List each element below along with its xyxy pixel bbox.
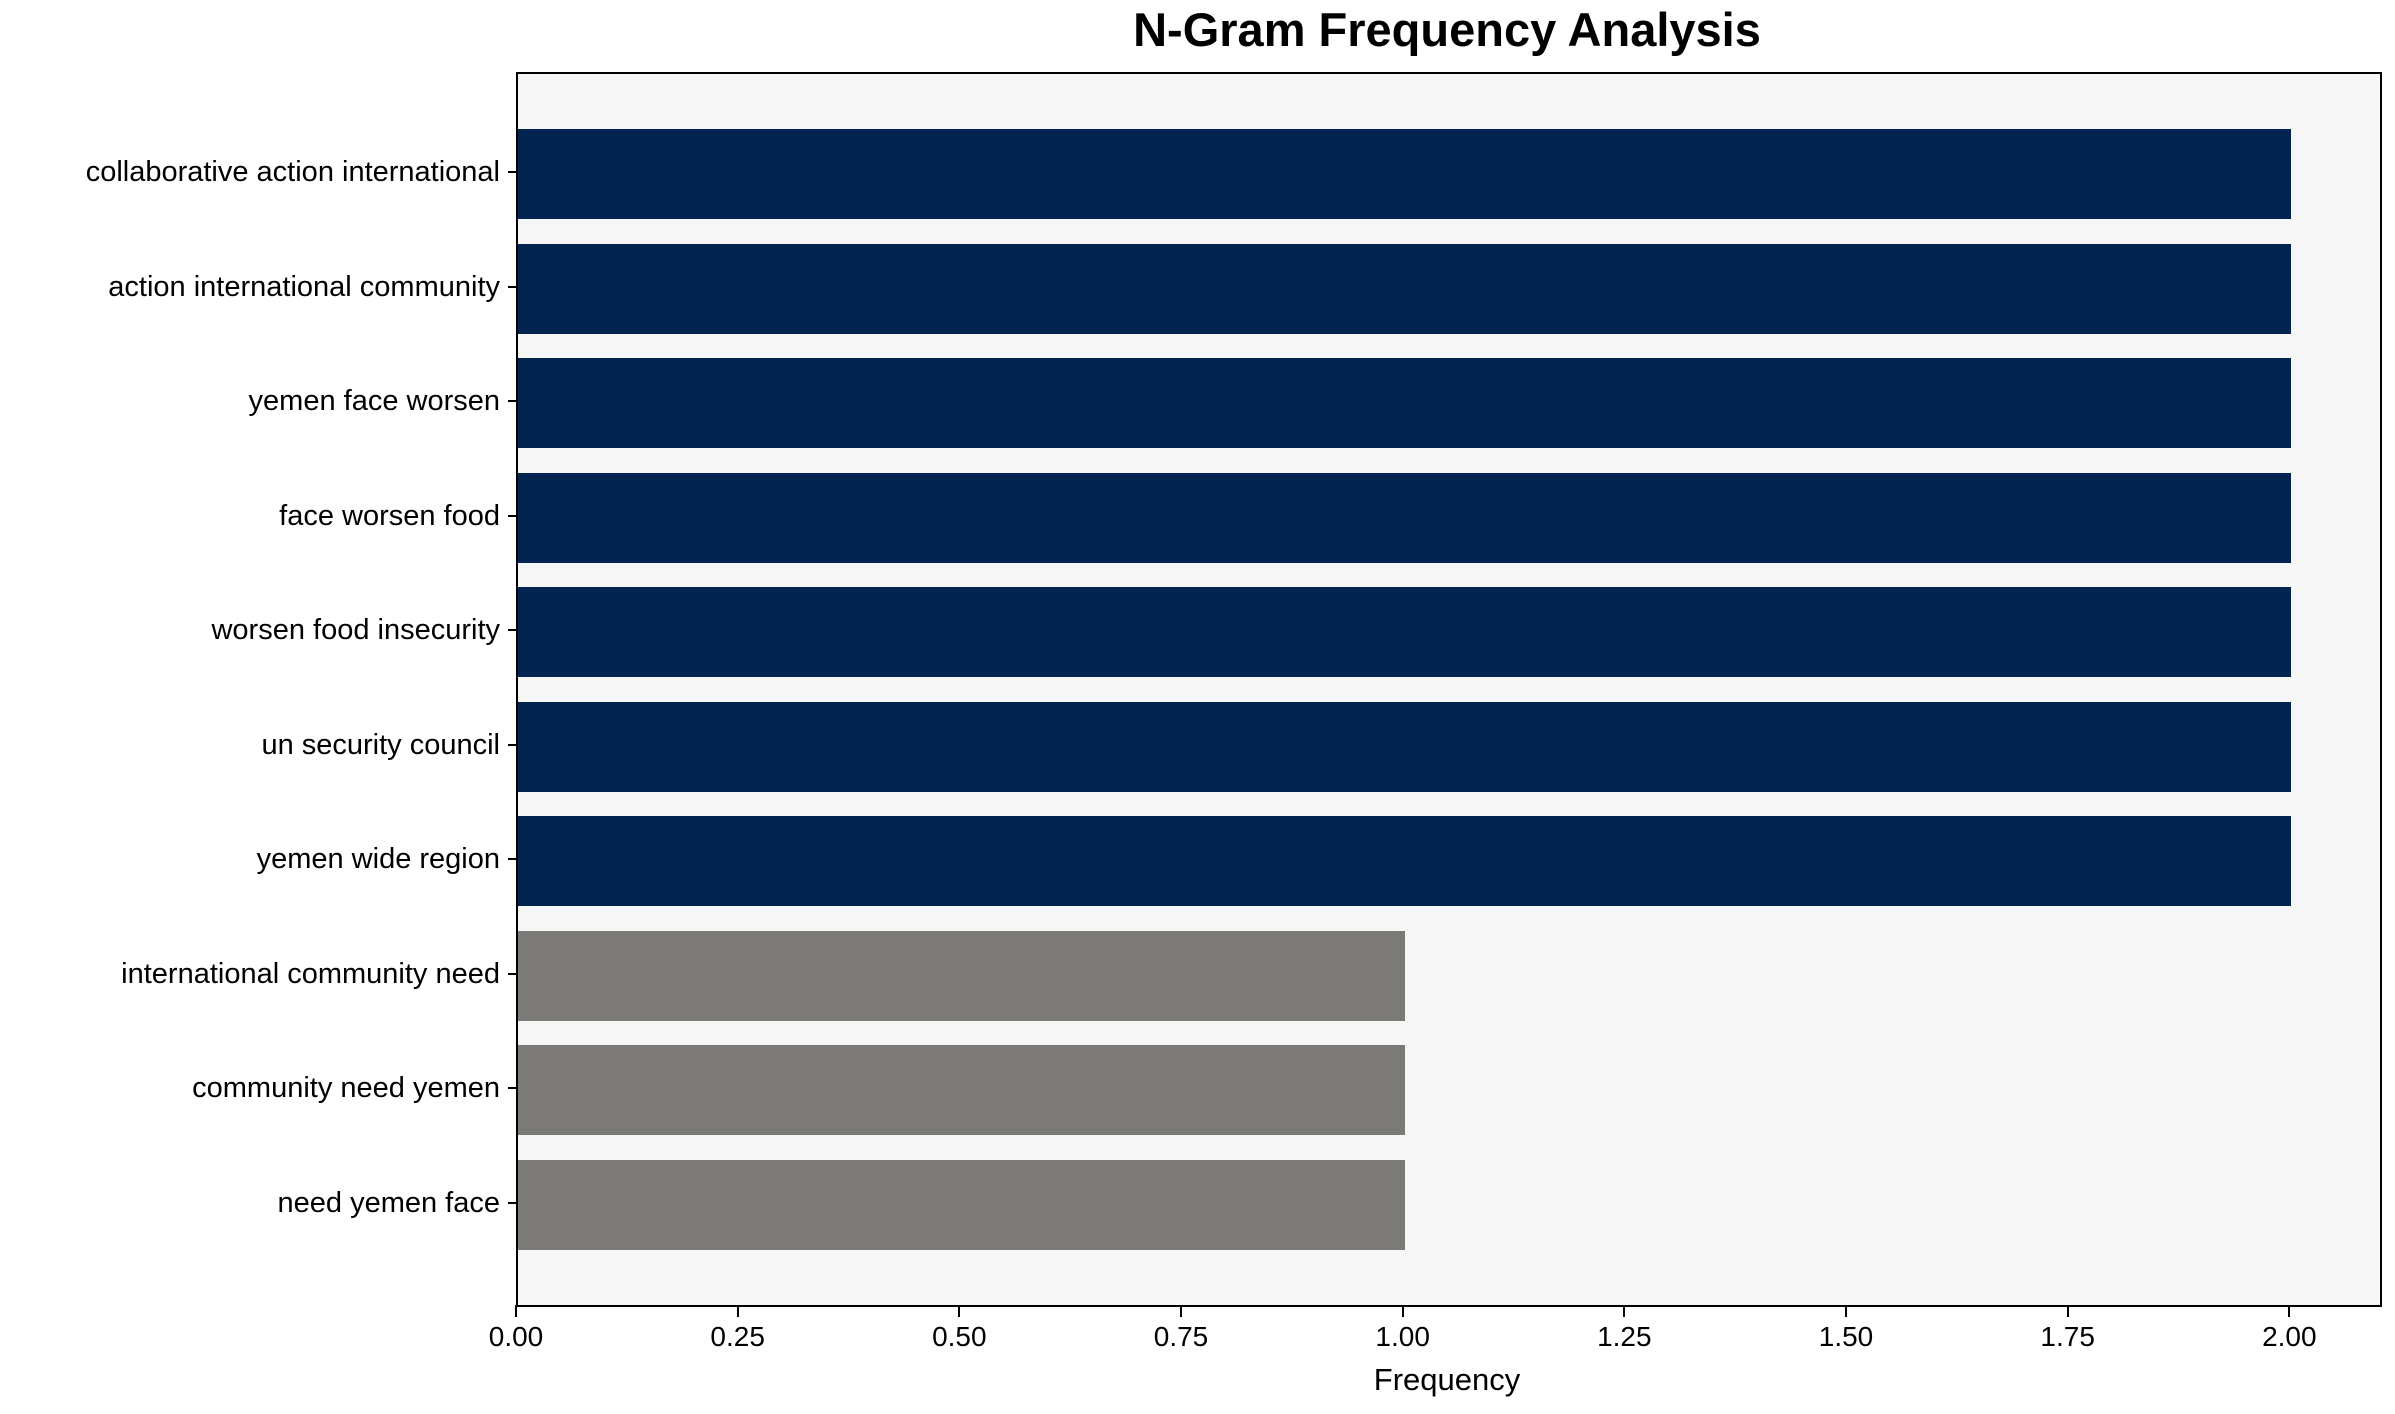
bar [518, 129, 2292, 219]
y-tick-mark [508, 1087, 516, 1090]
x-tick-mark [1623, 1305, 1626, 1317]
y-tick-mark [508, 285, 516, 288]
x-tick-mark [1401, 1305, 1404, 1317]
x-tick-label: 1.50 [1818, 1321, 1874, 1352]
bar [518, 701, 2292, 792]
y-tick-label: international community need [121, 957, 500, 990]
y-tick-mark [508, 171, 516, 173]
x-tick-label: 1.00 [1375, 1321, 1430, 1352]
x-tick-label: 0.25 [710, 1321, 765, 1352]
x-tick-mark [1845, 1305, 1847, 1317]
x-tick-mark [2288, 1305, 2291, 1317]
y-tick-label: face worsen food [279, 499, 500, 532]
chart-title: N-Gram Frequency Analysis [1133, 3, 1761, 56]
y-tick-mark [508, 743, 516, 746]
bar [518, 358, 2292, 449]
x-tick-mark [736, 1305, 739, 1317]
x-tick-mark [958, 1305, 961, 1317]
bar [518, 1045, 1405, 1136]
bar [518, 587, 2292, 678]
x-tick-label: 1.25 [1597, 1321, 1652, 1352]
x-tick-label: 1.75 [2040, 1321, 2095, 1352]
y-tick-mark [508, 858, 516, 861]
bar [518, 1160, 1405, 1250]
x-tick-label: 0.00 [488, 1321, 544, 1352]
y-tick-label: un security council [261, 728, 500, 761]
bar [518, 816, 2292, 907]
y-tick-mark [508, 514, 516, 517]
y-tick-label: yemen wide region [256, 843, 500, 876]
x-tick-label: 0.50 [932, 1321, 987, 1352]
y-tick-label: action international community [108, 270, 500, 303]
y-tick-mark [508, 1202, 516, 1204]
y-tick-label: worsen food insecurity [211, 614, 500, 647]
y-tick-mark [508, 972, 516, 975]
y-tick-label: community need yemen [192, 1072, 500, 1105]
y-tick-label: yemen face worsen [248, 385, 500, 418]
y-tick-label: need yemen face [277, 1187, 500, 1219]
x-tick-mark [2066, 1305, 2069, 1317]
y-tick-mark [508, 629, 516, 632]
y-tick-label: collaborative action international [85, 156, 500, 188]
x-tick-label: 0.75 [1153, 1321, 1209, 1352]
x-tick-mark [1180, 1305, 1182, 1317]
bar [518, 472, 2292, 563]
bar [518, 243, 2292, 334]
x-axis-label: Frequency [1373, 1362, 1521, 1397]
y-tick-mark [508, 400, 516, 403]
plot-area [516, 72, 2382, 1307]
bar [518, 930, 1405, 1021]
x-tick-label: 2.00 [2262, 1321, 2317, 1352]
x-tick-mark [515, 1305, 517, 1317]
